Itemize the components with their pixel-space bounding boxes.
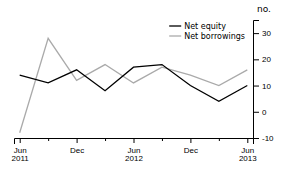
x-axis: Jun2011 Dec Jun2012 Dec Jun2013 <box>12 138 258 163</box>
y-tick: -10 <box>253 134 274 143</box>
legend-swatch <box>169 25 181 26</box>
x-tick-mark <box>190 138 191 143</box>
x-tick-mark <box>162 138 163 141</box>
x-tick-mark <box>20 138 21 143</box>
x-tick <box>105 138 106 141</box>
y-tick-label: 0 <box>262 108 267 117</box>
x-tick-label: Jun2012 <box>125 146 143 164</box>
legend-item: Net borrowings <box>169 32 245 41</box>
x-tick: Jun2011 <box>12 138 30 163</box>
lines <box>20 38 248 132</box>
x-tick <box>219 138 220 141</box>
legend-label: Net equity <box>184 22 226 31</box>
x-tick-label: Dec <box>184 146 198 155</box>
y-tick: 30 <box>253 29 271 38</box>
x-tick-mark <box>219 138 220 141</box>
y-tick: 10 <box>253 82 271 91</box>
legend: Net equityNet borrowings <box>169 22 245 41</box>
x-tick-mark <box>105 138 106 141</box>
x-tick: Dec <box>70 138 84 155</box>
x-tick-mark <box>77 138 78 143</box>
series-line <box>20 65 248 102</box>
legend-label: Net borrowings <box>184 32 245 41</box>
x-tick-mark <box>134 138 135 143</box>
y-tick-label: 30 <box>262 29 271 38</box>
x-tick <box>48 138 49 141</box>
x-tick: Dec <box>184 138 198 155</box>
y-tick-mark <box>253 33 259 34</box>
y-tick: 20 <box>253 55 271 64</box>
y-tick-label: 10 <box>262 82 271 91</box>
x-tick-mark <box>247 138 248 143</box>
x-tick-label: Dec <box>70 146 84 155</box>
x-tick-mark <box>48 138 49 141</box>
y-tick: 0 <box>253 108 267 117</box>
y-tick-mark <box>253 138 259 139</box>
x-axis-line <box>15 139 254 145</box>
y-axis: -10 0 10 20 30 <box>253 21 274 144</box>
chart-container: Jun2011 Dec Jun2012 Dec Jun2013 -10 0 10 20 30 no.… <box>0 0 283 170</box>
x-tick: Jun2013 <box>239 138 257 163</box>
x-tick: Jun2012 <box>125 138 143 163</box>
series-line <box>20 38 248 132</box>
chart: Jun2011 Dec Jun2012 Dec Jun2013 -10 0 10 20 30 no.… <box>0 0 283 170</box>
plot: Jun2011 Dec Jun2012 Dec Jun2013 -10 0 10 20 30 no.… <box>12 4 275 163</box>
legend-item: Net equity <box>169 22 226 31</box>
legend-swatch <box>169 35 181 36</box>
y-axis-title: no. <box>257 4 271 14</box>
y-tick-mark <box>253 112 259 113</box>
y-tick-label: -10 <box>262 134 274 143</box>
x-tick-label: Jun2011 <box>12 146 30 164</box>
y-tick-mark <box>253 59 259 60</box>
y-axis-line <box>254 21 260 139</box>
x-tick-label: Jun2013 <box>239 146 257 164</box>
x-tick <box>162 138 163 141</box>
y-tick-mark <box>253 86 259 87</box>
y-tick-label: 20 <box>262 55 271 64</box>
